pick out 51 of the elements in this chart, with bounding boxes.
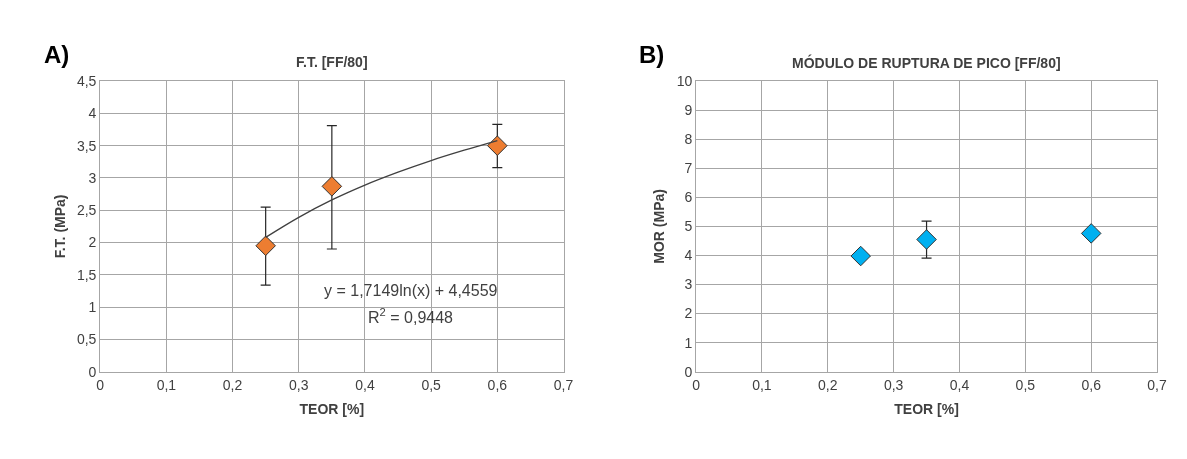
- y-tick-label: 7: [684, 160, 693, 177]
- point: [850, 245, 871, 267]
- y-axis-title: F.T. (MPa): [51, 194, 68, 259]
- y-tick-label: 2,5: [76, 202, 97, 219]
- x-tick-label: 0,5: [421, 376, 442, 393]
- y-tick-label: 0: [88, 363, 97, 380]
- point: [1080, 223, 1102, 244]
- y-tick-label: 3,5: [76, 137, 97, 154]
- y-tick-label: 6: [684, 189, 693, 206]
- annotation: R$^{2}$ = 0,9448: [368, 306, 454, 326]
- y-tick-label: 1: [88, 299, 97, 316]
- y-tick-label: 5: [684, 218, 693, 235]
- y-tick-label: 1: [684, 334, 693, 351]
- x-tick-label: 0,3: [289, 376, 309, 393]
- y-tick-label: 3: [88, 169, 97, 186]
- x-tick-label: 0,1: [156, 376, 177, 393]
- x-tick-label: 0,6: [487, 376, 508, 393]
- x-tick-label: 0,3: [883, 376, 904, 393]
- y-axis-title: MOR (MPa): [651, 189, 668, 264]
- x-tick-label: 0,4: [949, 376, 970, 393]
- chart-title: MÓDULO DE RUPTURA DE PICO [FF/80]: [792, 54, 1061, 71]
- y-tick-label: 4,5: [76, 73, 97, 89]
- x-tick-label: 0,6: [1081, 376, 1102, 393]
- y-tick-label: 2: [684, 305, 693, 322]
- y-tick-label: 2: [88, 234, 97, 251]
- y-tick-label: 0,5: [76, 331, 97, 348]
- y-tick-label: 0: [684, 363, 693, 380]
- x-tick-label: 0,1: [752, 376, 772, 393]
- x-tick-label: 0,2: [222, 376, 243, 393]
- annotation: y = 1,7149ln(x) + 4,4559: [324, 282, 498, 299]
- x-axis-title: TEOR [%]: [299, 400, 365, 417]
- y-tick-label: 8: [684, 131, 693, 148]
- y-tick-label: 4: [88, 105, 97, 122]
- y-tick-label: 9: [684, 102, 693, 119]
- x-axis-title: TEOR [%]: [894, 400, 959, 417]
- point: [255, 235, 276, 257]
- x-tick-label: 0,5: [1015, 376, 1036, 393]
- text: B): [639, 41, 665, 68]
- y-tick-label: 3: [684, 276, 693, 293]
- y-tick-label: 10: [676, 73, 693, 89]
- y-tick-label: 1,5: [76, 266, 97, 283]
- point: [321, 176, 343, 197]
- point: [487, 135, 508, 156]
- x-tick-label: 0,4: [355, 376, 375, 393]
- x-tick-label: 0,7: [1147, 376, 1167, 393]
- x-tick-label: 0,7: [553, 376, 574, 393]
- text: A): [44, 41, 70, 68]
- x-tick-label: 0,2: [818, 376, 838, 393]
- point: [916, 229, 937, 250]
- chart-title: F.T. [FF/80]: [296, 54, 368, 70]
- y-tick-label: 4: [684, 247, 693, 264]
